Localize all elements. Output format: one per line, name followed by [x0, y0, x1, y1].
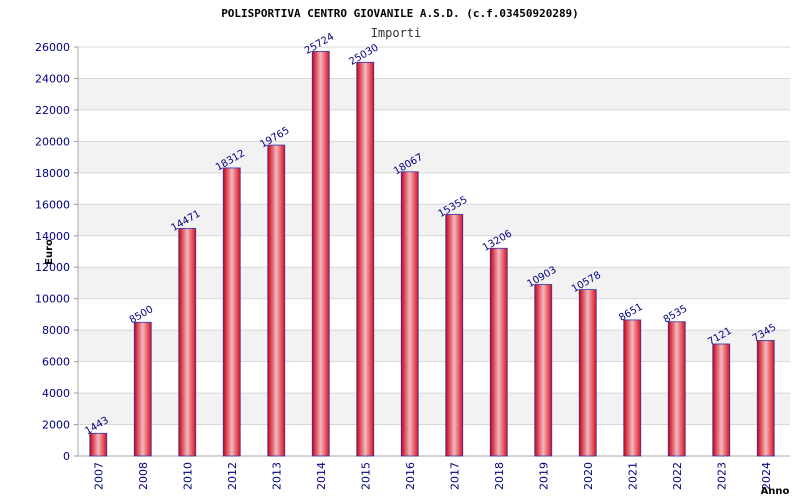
x-tick-label: 2012: [226, 462, 239, 490]
y-tick-label: 2000: [42, 419, 70, 432]
y-tick-label: 12000: [35, 261, 70, 274]
bar: [356, 61, 375, 457]
x-tick-label: 2013: [270, 462, 283, 490]
bar: [756, 340, 775, 457]
bar: [667, 321, 686, 457]
y-tick-label: 0: [63, 450, 70, 463]
bar: [534, 284, 553, 457]
y-tick-label: 18000: [35, 167, 70, 180]
x-tick-label: 2007: [92, 462, 105, 490]
x-tick-label: 2010: [181, 462, 194, 490]
x-tick-label: 2022: [671, 462, 684, 490]
background-band: [78, 141, 790, 173]
bar: [222, 167, 241, 457]
x-tick-label: 2015: [359, 462, 372, 490]
bar: [489, 247, 508, 457]
y-tick-label: 8000: [42, 324, 70, 337]
y-tick-label: 4000: [42, 387, 70, 400]
bar: [267, 144, 286, 457]
bar: [311, 50, 330, 457]
x-tick-label: 2017: [448, 462, 461, 490]
background-band: [78, 204, 790, 236]
x-tick-label: 2023: [715, 462, 728, 490]
bar: [623, 319, 642, 457]
y-tick-labels: 0 2000 4000 6000 8000 10000 12000 14000 16000 180…: [35, 41, 70, 463]
x-tick-label: 2019: [537, 462, 550, 490]
y-tick-label: 10000: [35, 293, 70, 306]
x-tick-label: 2024: [760, 462, 773, 490]
x-tick-label: 2008: [137, 462, 150, 490]
chart-title: POLISPORTIVA CENTRO GIOVANILE A.S.D. (c.…: [221, 7, 579, 20]
series-name: Importi: [371, 26, 422, 40]
x-tick-label: 2018: [493, 462, 506, 490]
background-band: [78, 78, 790, 110]
y-tick-label: 26000: [35, 41, 70, 54]
bar: [445, 214, 464, 457]
x-tick-labels: 2007 2008 2010 2012 2013 2014 2015 2016 2017 2018…: [92, 462, 773, 490]
y-tick-label: 16000: [35, 198, 70, 211]
x-tick-label: 2016: [404, 462, 417, 490]
bar: [400, 171, 419, 457]
x-tick-label: 2021: [626, 462, 639, 490]
y-axis-label: Euro: [44, 239, 55, 265]
bar: [89, 432, 108, 457]
y-tick-label: 20000: [35, 135, 70, 148]
bar: [578, 289, 597, 457]
bar: [178, 227, 197, 457]
x-tick-label: 2020: [582, 462, 595, 490]
y-tick-label: 24000: [35, 72, 70, 85]
x-tick-label: 2014: [315, 462, 328, 490]
bar: [133, 321, 152, 457]
x-axis-label: Anno: [761, 486, 790, 497]
y-tick-label: 6000: [42, 356, 70, 369]
bars: [89, 50, 775, 457]
background-band: [78, 267, 790, 299]
y-tick-label: 22000: [35, 104, 70, 117]
bar: [712, 343, 731, 457]
y-tick-label: 14000: [35, 230, 70, 243]
